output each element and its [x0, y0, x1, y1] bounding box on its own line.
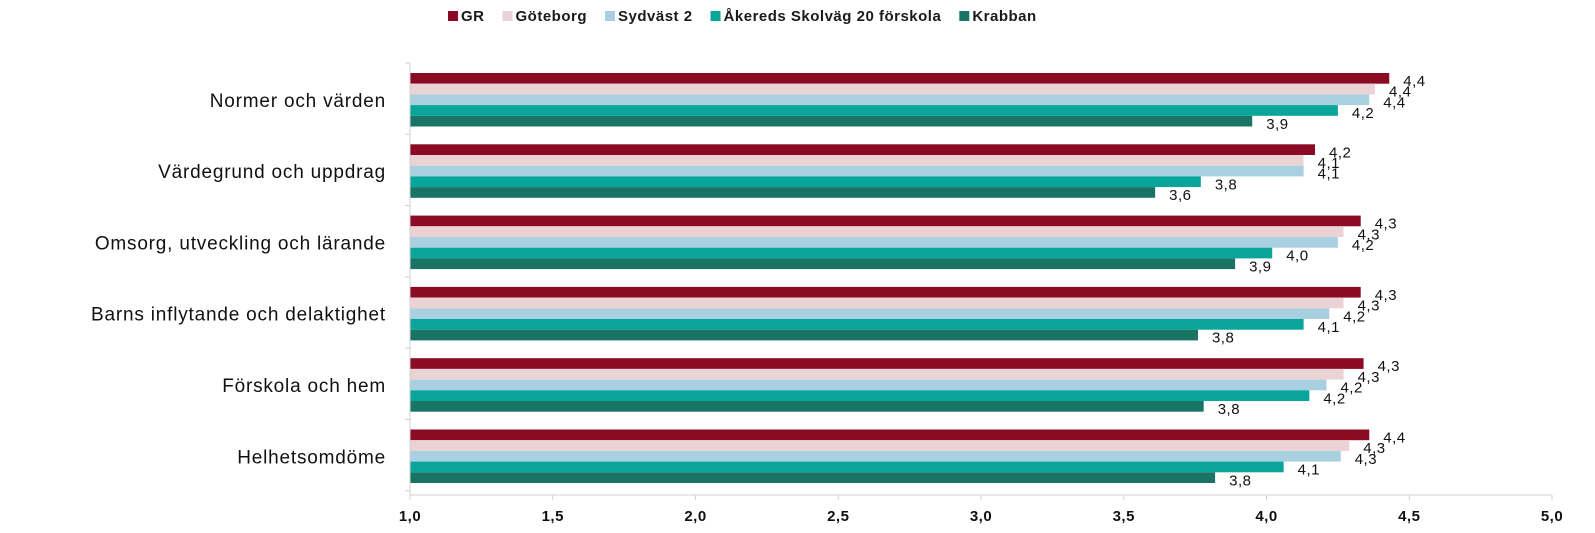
x-tick-label: 3,0	[970, 508, 992, 525]
bar-barns-inflytande-och-delaktighet-krabban	[410, 329, 1198, 341]
data-label-omsorg-utveckling-och-larande-krabban: 3,9	[1249, 258, 1271, 275]
legend-swatch-krabban	[959, 11, 970, 21]
bar-helhetsomdome-krabban	[410, 472, 1216, 483]
bar-barns-inflytande-och-delaktighet-gr	[410, 286, 1361, 298]
legend-swatch-sydvast-2	[605, 11, 615, 21]
bar-barns-inflytande-och-delaktighet-goteborg	[410, 297, 1344, 309]
bar-forskola-och-hem-gr	[410, 358, 1364, 369]
bar-helhetsomdome-gr	[410, 429, 1370, 441]
data-label-vardegrund-och-uppdrag-gr: 4,2	[1329, 144, 1351, 161]
legend-label-gr: GR	[461, 8, 485, 25]
category-label-normer-och-varden: Normer och värden	[210, 91, 386, 112]
x-tick-label: 4,5	[1398, 508, 1420, 525]
data-labels: 4,44,44,44,23,94,24,14,13,83,64,34,34,24…	[1169, 73, 1425, 489]
bar-vardegrund-och-uppdrag-sydvast-2	[410, 165, 1304, 177]
x-tick-label: 2,0	[684, 508, 706, 525]
data-label-helhetsomdome-sydvast-2: 4,3	[1355, 451, 1377, 468]
bar-normer-och-varden-gr	[410, 73, 1390, 84]
data-label-omsorg-utveckling-och-larande-gr: 4,3	[1375, 216, 1397, 233]
bar-normer-och-varden-krabban	[410, 115, 1253, 127]
bar-barns-inflytande-och-delaktighet-sydvast-2	[410, 308, 1330, 319]
legend-label-goteborg: Göteborg	[516, 8, 588, 25]
data-label-helhetsomdome-krabban: 3,8	[1229, 472, 1251, 489]
data-label-forskola-och-hem-akereds-skolvag-20-forskola: 4,2	[1323, 390, 1345, 407]
data-label-omsorg-utveckling-och-larande-sydvast-2: 4,2	[1352, 237, 1374, 254]
legend-label-akereds-skolvag-20-forskola: Åkereds Skolväg 20 förskola	[724, 8, 942, 25]
legend-label-krabban: Krabban	[972, 8, 1036, 25]
data-label-vardegrund-och-uppdrag-akereds-skolvag-20-forskola: 3,8	[1215, 176, 1237, 193]
data-label-helhetsomdome-akereds-skolvag-20-forskola: 4,1	[1298, 462, 1320, 479]
x-tick-label: 3,5	[1113, 508, 1135, 525]
bar-omsorg-utveckling-och-larande-krabban	[410, 258, 1236, 270]
bar-omsorg-utveckling-och-larande-goteborg	[410, 226, 1344, 237]
data-label-omsorg-utveckling-och-larande-goteborg: 4,3	[1358, 226, 1380, 243]
x-tick-label: 5,0	[1541, 508, 1563, 525]
data-label-barns-inflytande-och-delaktighet-goteborg: 4,3	[1358, 298, 1380, 315]
category-label-forskola-och-hem: Förskola och hem	[222, 376, 386, 397]
x-tick-label: 4,0	[1255, 508, 1277, 525]
category-label-vardegrund-och-uppdrag: Värdegrund och uppdrag	[158, 162, 386, 183]
bar-helhetsomdome-goteborg	[410, 440, 1350, 451]
bar-normer-och-varden-goteborg	[410, 83, 1375, 95]
bar-vardegrund-och-uppdrag-goteborg	[410, 155, 1304, 166]
data-label-barns-inflytande-och-delaktighet-krabban: 3,8	[1212, 330, 1234, 347]
bars	[410, 73, 1390, 483]
data-label-forskola-och-hem-gr: 4,3	[1378, 358, 1400, 375]
data-label-forskola-och-hem-krabban: 3,8	[1218, 401, 1240, 418]
x-tick-label: 2,5	[827, 508, 849, 525]
category-label-barns-inflytande-och-delaktighet: Barns inflytande och delaktighet	[91, 305, 386, 326]
data-label-helhetsomdome-gr: 4,4	[1383, 430, 1405, 447]
data-label-normer-och-varden-goteborg: 4,4	[1389, 84, 1411, 101]
bar-vardegrund-och-uppdrag-krabban	[410, 187, 1156, 198]
data-label-normer-och-varden-akereds-skolvag-20-forskola: 4,2	[1352, 105, 1374, 122]
bar-forskola-och-hem-krabban	[410, 401, 1204, 412]
data-label-omsorg-utveckling-och-larande-akereds-skolvag-20-forskola: 4,0	[1286, 248, 1308, 265]
bar-barns-inflytande-och-delaktighet-akereds-skolvag-20-forskola	[410, 319, 1304, 330]
bar-forskola-och-hem-goteborg	[410, 368, 1344, 380]
bar-forskola-och-hem-akereds-skolvag-20-forskola	[410, 390, 1310, 401]
bar-omsorg-utveckling-och-larande-akereds-skolvag-20-forskola	[410, 247, 1273, 259]
legend-swatch-gr	[448, 11, 458, 21]
legend-label-sydvast-2: Sydväst 2	[618, 8, 693, 25]
bar-normer-och-varden-sydvast-2	[410, 94, 1370, 106]
data-label-normer-och-varden-gr: 4,4	[1403, 73, 1425, 90]
legend: GR Göteborg Sydväst 2 Åkereds Skolväg 20 fö…	[448, 8, 1036, 25]
x-tick-label: 1,5	[542, 508, 564, 525]
bar-helhetsomdome-sydvast-2	[410, 450, 1341, 462]
bar-helhetsomdome-akereds-skolvag-20-forskola	[410, 461, 1284, 473]
bar-forskola-och-hem-sydvast-2	[410, 379, 1327, 391]
data-label-normer-och-varden-krabban: 3,9	[1266, 116, 1288, 133]
data-label-barns-inflytande-och-delaktighet-akereds-skolvag-20-forskola: 4,1	[1318, 319, 1340, 336]
legend-swatch-akereds-skolvag-20-forskola	[710, 11, 721, 21]
data-label-helhetsomdome-goteborg: 4,3	[1363, 440, 1385, 457]
x-tick-label: 1,0	[399, 508, 421, 525]
x-axis: 1,0 1,5 2,0 2,5 3,0 3,5 4,0 4,5 5,0	[399, 62, 1563, 525]
bar-vardegrund-och-uppdrag-akereds-skolvag-20-forskola	[410, 176, 1201, 188]
data-label-barns-inflytande-och-delaktighet-sydvast-2: 4,2	[1343, 308, 1365, 325]
category-label-helhetsomdome: Helhetsomdöme	[237, 447, 386, 468]
bar-vardegrund-och-uppdrag-gr	[410, 144, 1316, 155]
bar-normer-och-varden-akereds-skolvag-20-forskola	[410, 105, 1338, 116]
data-label-vardegrund-och-uppdrag-krabban: 3,6	[1169, 187, 1191, 204]
data-label-vardegrund-och-uppdrag-sydvast-2: 4,1	[1318, 166, 1340, 183]
data-label-barns-inflytande-och-delaktighet-gr: 4,3	[1375, 287, 1397, 304]
bar-omsorg-utveckling-och-larande-sydvast-2	[410, 237, 1338, 248]
data-label-forskola-och-hem-goteborg: 4,3	[1358, 369, 1380, 386]
category-label-omsorg-utveckling-och-larande: Omsorg, utveckling och lärande	[95, 233, 386, 254]
bar-omsorg-utveckling-och-larande-gr	[410, 215, 1361, 227]
data-label-forskola-och-hem-sydvast-2: 4,2	[1340, 380, 1362, 397]
legend-swatch-goteborg	[502, 11, 513, 21]
data-label-vardegrund-och-uppdrag-goteborg: 4,1	[1318, 155, 1340, 172]
data-label-normer-och-varden-sydvast-2: 4,4	[1383, 94, 1405, 111]
category-labels: Normer och värden Värdegrund och uppdrag O…	[91, 91, 386, 469]
